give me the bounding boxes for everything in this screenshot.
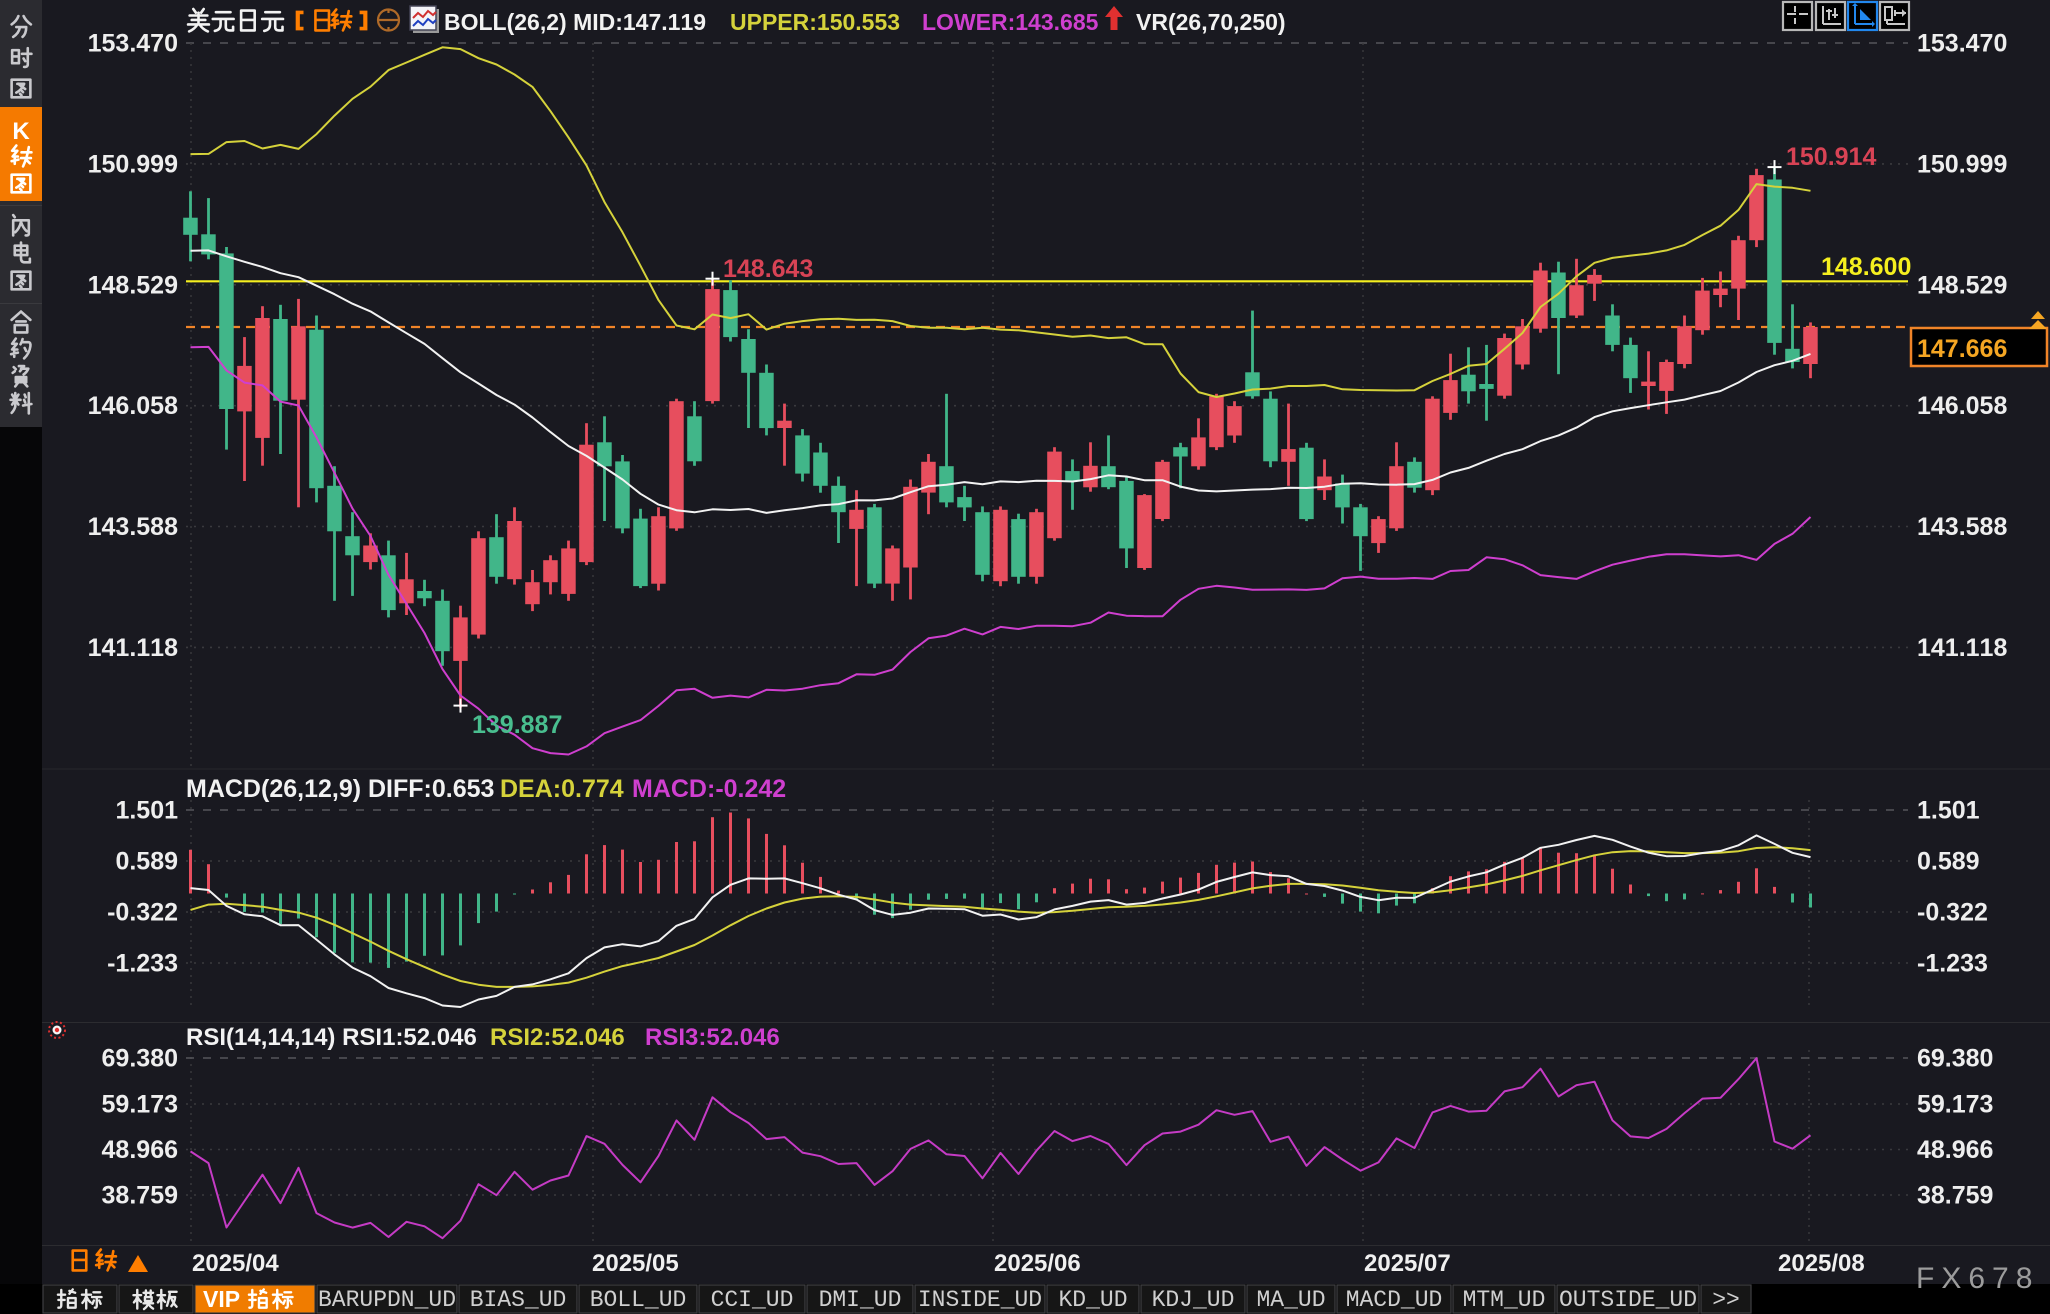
svg-text:RSI3:52.046: RSI3:52.046: [645, 1024, 780, 1051]
svg-text:OUTSIDE_UD: OUTSIDE_UD: [1559, 1287, 1697, 1313]
svg-text:2025/08: 2025/08: [1778, 1250, 1865, 1277]
svg-text:1.501: 1.501: [115, 797, 178, 825]
svg-text:MACD:-0.242: MACD:-0.242: [632, 775, 786, 803]
svg-text:2025/06: 2025/06: [994, 1250, 1081, 1277]
svg-text:LOWER:143.685: LOWER:143.685: [922, 9, 1099, 35]
svg-text:146.058: 146.058: [88, 392, 178, 420]
svg-text:153.470: 153.470: [1917, 30, 2007, 58]
svg-text:69.380: 69.380: [102, 1045, 178, 1073]
svg-text:59.173: 59.173: [1917, 1091, 1993, 1119]
svg-text:MACD(26,12,9) DIFF:0.653: MACD(26,12,9) DIFF:0.653: [186, 775, 494, 803]
svg-text:153.470: 153.470: [88, 30, 178, 58]
svg-text:141.118: 141.118: [1917, 634, 2007, 662]
svg-text:-0.322: -0.322: [107, 899, 178, 927]
svg-text:MTM_UD: MTM_UD: [1463, 1287, 1546, 1313]
svg-text:148.529: 148.529: [1917, 271, 2007, 299]
svg-text:DEA:0.774: DEA:0.774: [500, 775, 624, 803]
svg-text:48.966: 48.966: [1917, 1136, 1993, 1164]
svg-text:143.588: 143.588: [88, 513, 178, 541]
svg-text:150.999: 150.999: [88, 150, 178, 178]
svg-text:59.173: 59.173: [102, 1091, 178, 1119]
svg-text:0.589: 0.589: [115, 848, 178, 876]
svg-text:RSI2:52.046: RSI2:52.046: [490, 1024, 625, 1051]
svg-text:FX678: FX678: [1916, 1262, 2039, 1295]
svg-text:-0.322: -0.322: [1917, 899, 1988, 927]
svg-text:MACD_UD: MACD_UD: [1346, 1287, 1443, 1313]
svg-text:146.058: 146.058: [1917, 392, 2007, 420]
svg-text:-1.233: -1.233: [107, 950, 178, 978]
svg-text:VIP: VIP: [203, 1286, 240, 1312]
svg-text:-1.233: -1.233: [1917, 950, 1988, 978]
svg-text:148.600: 148.600: [1821, 253, 1911, 281]
svg-text:INSIDE_UD: INSIDE_UD: [918, 1287, 1042, 1313]
svg-text:BOLL_UD: BOLL_UD: [590, 1287, 687, 1313]
svg-text:BARUPDN_UD: BARUPDN_UD: [318, 1287, 456, 1313]
svg-text:K: K: [12, 118, 30, 145]
svg-text:BOLL(26,2) MID:147.119: BOLL(26,2) MID:147.119: [444, 9, 706, 35]
svg-text:0.589: 0.589: [1917, 848, 1980, 876]
svg-text:VR(26,70,250): VR(26,70,250): [1136, 9, 1286, 35]
svg-text:1.501: 1.501: [1917, 797, 1980, 825]
svg-text:150.999: 150.999: [1917, 150, 2007, 178]
svg-text:UPPER:150.553: UPPER:150.553: [730, 9, 900, 35]
svg-text:DMI_UD: DMI_UD: [819, 1287, 902, 1313]
svg-text:148.643: 148.643: [723, 255, 813, 283]
svg-text:CCI_UD: CCI_UD: [711, 1287, 794, 1313]
svg-text:>>: >>: [1712, 1287, 1740, 1313]
svg-text:147.666: 147.666: [1917, 335, 2007, 363]
svg-text:2025/04: 2025/04: [192, 1250, 279, 1277]
svg-text:KD_UD: KD_UD: [1058, 1287, 1127, 1313]
svg-text:48.966: 48.966: [102, 1136, 178, 1164]
svg-text:38.759: 38.759: [102, 1182, 178, 1210]
svg-text:150.914: 150.914: [1786, 143, 1876, 171]
svg-text:MA_UD: MA_UD: [1256, 1287, 1325, 1313]
svg-text:2025/05: 2025/05: [592, 1250, 679, 1277]
svg-text:143.588: 143.588: [1917, 513, 2007, 541]
svg-text:69.380: 69.380: [1917, 1045, 1993, 1073]
svg-text:RSI(14,14,14) RSI1:52.046: RSI(14,14,14) RSI1:52.046: [186, 1024, 477, 1051]
svg-text:148.529: 148.529: [88, 271, 178, 299]
svg-text:2025/07: 2025/07: [1364, 1250, 1451, 1277]
svg-text:141.118: 141.118: [88, 634, 178, 662]
svg-text:38.759: 38.759: [1917, 1182, 1993, 1210]
svg-text:139.887: 139.887: [472, 711, 562, 739]
svg-text:BIAS_UD: BIAS_UD: [470, 1287, 567, 1313]
svg-text:KDJ_UD: KDJ_UD: [1152, 1287, 1235, 1313]
